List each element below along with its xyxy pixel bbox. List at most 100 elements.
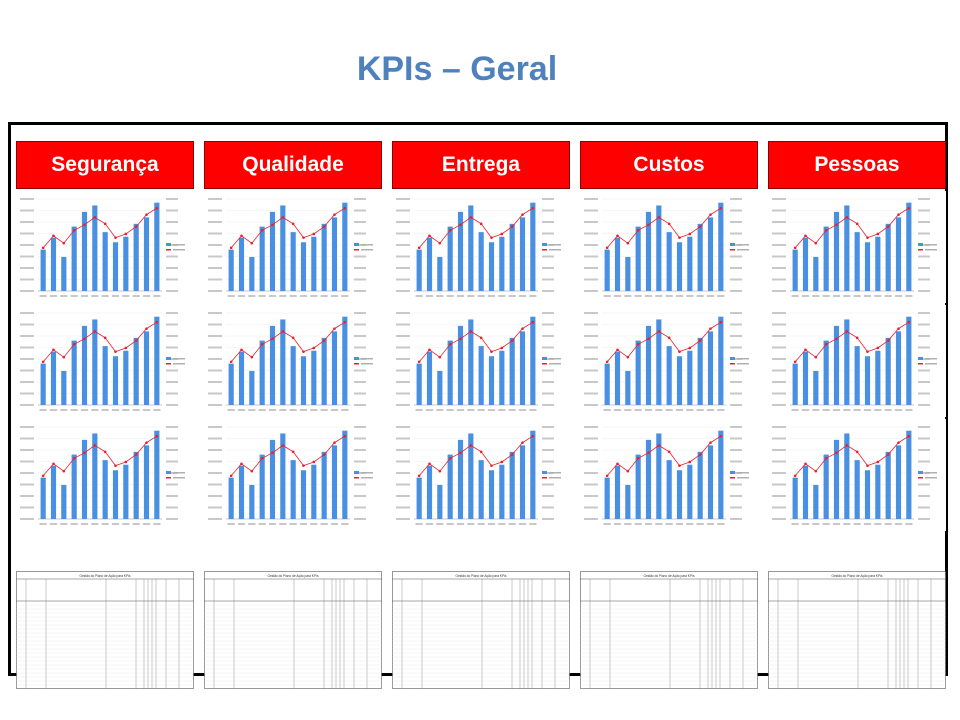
y2-tick-label (354, 358, 366, 360)
category-header[interactable]: Pessoas (768, 141, 946, 189)
bar (645, 211, 652, 291)
x-tick-label (49, 409, 58, 411)
series-line (230, 435, 346, 477)
y-tick-label (772, 460, 786, 463)
kpi-chart[interactable] (204, 419, 382, 531)
y-tick-label (584, 221, 598, 223)
bar (112, 356, 119, 405)
y2-tick-label (918, 335, 930, 337)
bar (468, 319, 474, 405)
kpi-chart[interactable] (204, 305, 382, 417)
kpi-chart[interactable] (768, 191, 946, 303)
kpi-chart[interactable] (768, 419, 946, 531)
line-point (490, 236, 493, 239)
bar (792, 477, 798, 519)
bar (895, 217, 902, 291)
kpi-chart[interactable] (392, 191, 570, 303)
category-header[interactable]: Entrega (392, 141, 570, 189)
combo-chart-svg (20, 426, 185, 525)
category-header[interactable]: Custos (580, 141, 758, 189)
y2-tick-label (354, 335, 366, 337)
line-point (876, 460, 880, 464)
x-tick-label (320, 523, 328, 525)
bar (290, 460, 296, 519)
line-point (500, 346, 504, 350)
x-tick-label (791, 523, 799, 525)
x-tick-label (237, 295, 246, 297)
y-tick-label (208, 232, 222, 235)
kpi-chart[interactable] (392, 305, 570, 417)
y-tick-label (20, 472, 34, 474)
y2-tick-label (542, 323, 554, 326)
x-tick-label (644, 409, 653, 411)
bar (813, 256, 819, 291)
y2-tick-label (918, 426, 930, 428)
line-point (719, 320, 723, 324)
kpi-chart[interactable] (16, 305, 194, 417)
category-header[interactable]: Qualidade (204, 141, 382, 189)
bar (71, 226, 77, 291)
x-tick-label (310, 295, 318, 297)
bar (290, 346, 296, 405)
action-plan-table[interactable]: Gestão do Plano de Ação para KPIs (768, 571, 946, 689)
kpi-chart[interactable] (16, 419, 194, 531)
x-tick-label (696, 409, 704, 411)
category-header[interactable]: Segurança (16, 141, 194, 189)
line-point (417, 360, 421, 364)
action-plan-table[interactable]: Gestão do Plano de Ação para KPIs (580, 571, 758, 689)
y-tick-label (584, 449, 598, 451)
y-tick-label (772, 392, 786, 395)
line-point (459, 223, 462, 227)
y-tick-label (772, 437, 786, 440)
kpi-board: Segurança Gestão do Plano de Ação para KP… (8, 122, 948, 689)
y2-tick-label (166, 381, 178, 383)
x-tick-label (655, 409, 663, 411)
line-point (271, 223, 274, 227)
kpi-chart[interactable] (204, 191, 382, 303)
bar (813, 370, 819, 405)
combo-chart-svg (584, 426, 749, 525)
y2-tick-label (354, 381, 366, 383)
x-tick-label (812, 409, 820, 411)
kpi-column: Segurança Gestão do Plano de Ação para KP… (16, 141, 194, 689)
action-plan-table[interactable]: Gestão do Plano de Ação para KPIs (392, 571, 570, 689)
action-plan-table[interactable]: Gestão do Plano de Ação para KPIs (16, 571, 194, 689)
line-point (626, 241, 630, 245)
x-tick-label (822, 409, 830, 411)
line-point (521, 327, 524, 330)
x-tick-label (258, 523, 266, 525)
x-tick-label (686, 409, 694, 411)
legend-label (925, 358, 937, 360)
y-tick-label (772, 358, 786, 360)
line-point (72, 228, 76, 232)
kpi-chart[interactable] (580, 419, 758, 531)
line-point (709, 327, 712, 330)
bar (40, 363, 46, 405)
kpi-chart[interactable] (768, 305, 946, 417)
y-tick-label (396, 335, 410, 337)
kpi-chart[interactable] (16, 191, 194, 303)
line-point (490, 464, 493, 467)
y-tick-label (208, 335, 222, 337)
kpi-chart[interactable] (580, 191, 758, 303)
y2-tick-label (730, 437, 742, 440)
x-tick-label (894, 523, 903, 525)
x-tick-label (248, 409, 256, 411)
x-tick-label (603, 295, 611, 297)
x-tick-label (822, 523, 830, 525)
y2-tick-label (354, 472, 366, 474)
combo-chart-svg (20, 312, 185, 411)
y-tick-label (584, 437, 598, 440)
y-tick-label (772, 495, 786, 497)
kpi-chart[interactable] (580, 305, 758, 417)
action-plan-table[interactable]: Gestão do Plano de Ação para KPIs (204, 571, 382, 689)
bar (457, 211, 464, 291)
bar (259, 454, 265, 519)
kpi-chart[interactable] (392, 419, 570, 531)
table-frame (392, 571, 570, 689)
bar (676, 242, 683, 291)
line-point (52, 234, 55, 238)
line-point (688, 346, 692, 350)
bar (81, 325, 88, 405)
y2-tick-label (730, 335, 742, 337)
